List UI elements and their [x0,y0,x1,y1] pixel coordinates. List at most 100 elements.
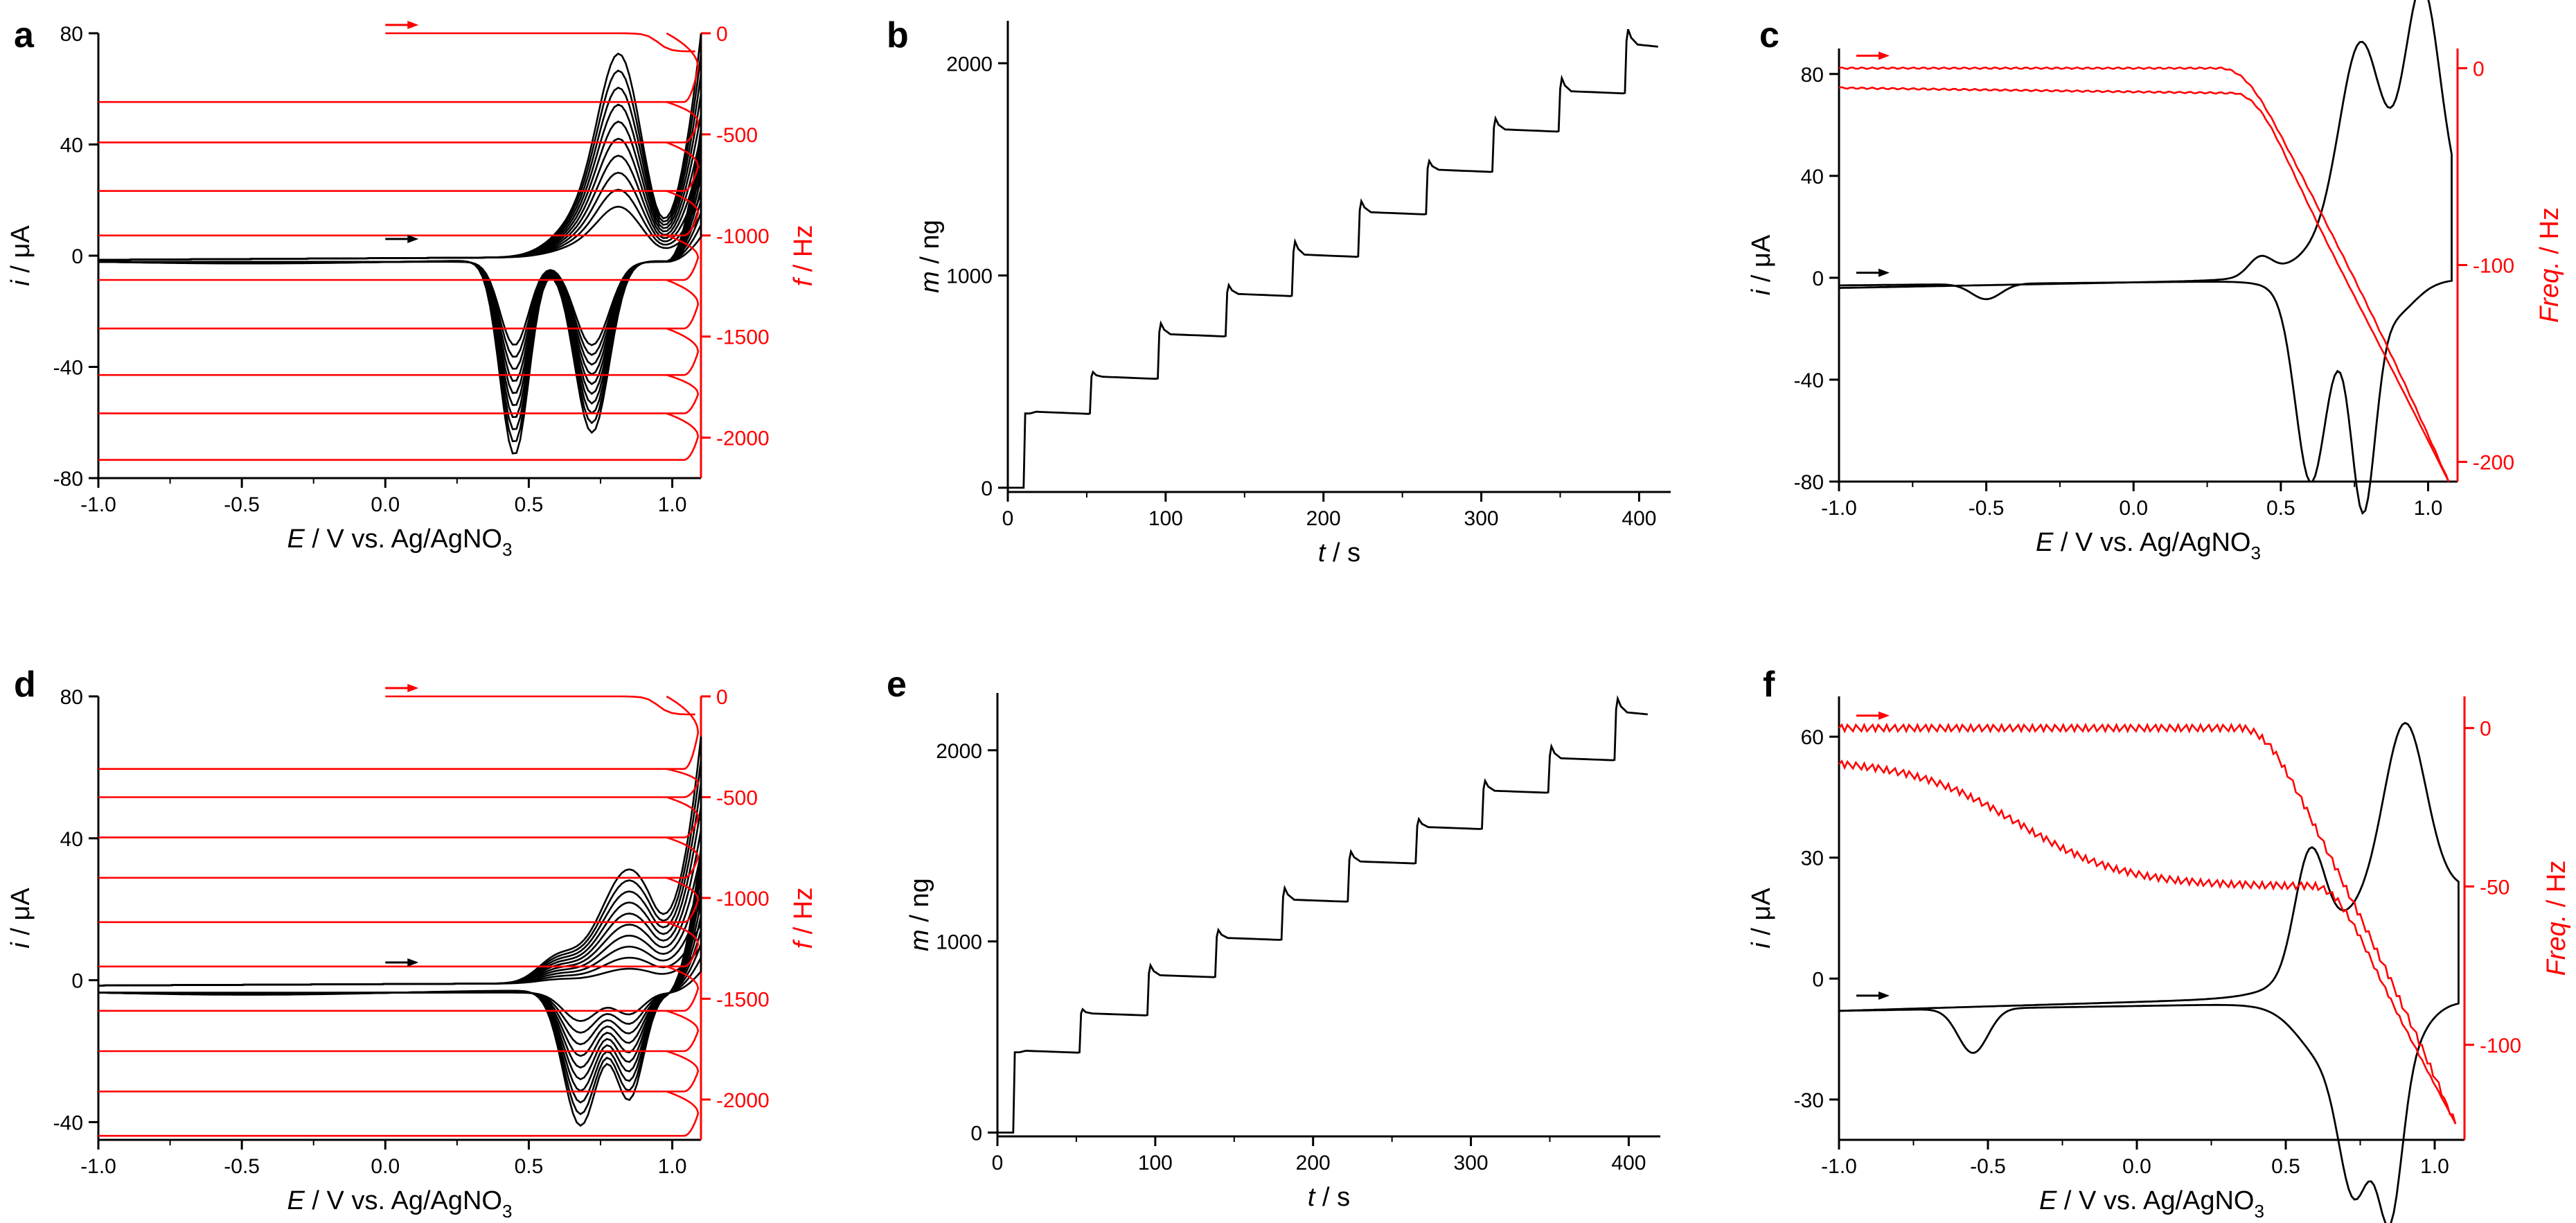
a-y2-tick-label: -1000 [716,225,770,248]
c-y-tick-label: 80 [1801,64,1824,87]
a-freq-trace [98,141,700,192]
a-freq-trace [98,190,700,237]
d-x-tick-label: 1.0 [658,1155,687,1178]
d-cv-cycle [97,806,702,1092]
a-freq-trace [98,412,700,461]
d-cv-cycle [97,759,702,1116]
a-y-tick-label: 40 [60,134,83,157]
d-y-tick-label: -40 [53,1111,83,1134]
a-freq-trace [98,279,700,330]
c-x-tick-label: 0.0 [2119,497,2148,520]
a-freq-arrow-head [407,21,419,29]
c-y2-tick-label: 0 [2473,58,2485,80]
d-x-tick-label: -0.5 [224,1155,260,1178]
c-freq-forward [1838,66,2450,482]
d-freq-trace [98,695,700,770]
a-y-tick-label: -80 [53,468,83,491]
a-y2-axis-title: f / Hz [789,225,818,287]
d-freq-trace [98,1050,700,1093]
d-freq-trace [98,1090,700,1137]
c-y2-tick-label: -100 [2473,255,2514,278]
a-y2-tick-label: 0 [716,23,728,46]
panel-f: -1.0 -0.5 0.0 0.5 1.0 -30 0 30 60 E / V vs. Ag/Ag… [1747,665,2571,1223]
b-y-tick-label: 1000 [946,265,993,288]
f-y2-tick-label: -50 [2480,876,2510,899]
b-y-tick-label: 0 [981,477,993,500]
a-x-tick-label: 0.0 [371,493,400,516]
f-y-axis-title: i / μA [1747,888,1776,949]
f-y-tick-label: -30 [1794,1089,1824,1112]
e-y-tick-label: 1000 [936,931,982,954]
a-freq-trace [98,32,700,103]
panel-b: 0 100 200 300 400 0 1000 2000 t / s m / ng b [887,15,1671,567]
f-y-tick-label: 60 [1801,726,1824,749]
a-panel-letter: a [14,15,35,55]
c-y-axis-title: i / μA [1747,234,1776,295]
d-y2-tick-label: -2000 [716,1089,770,1112]
f-panel-letter: f [1763,665,1775,705]
b-x-tick-label: 0 [1002,507,1014,530]
c-freq-return [1838,86,2450,482]
c-y-tick-label: -40 [1794,369,1824,392]
c-y2-axis-title: Freq. / Hz [2535,207,2564,323]
a-x-tick-label: 1.0 [658,493,687,516]
b-x-axis-title: t / s [1318,538,1360,567]
e-y-axis-title: m / ng [905,878,934,951]
d-y2-tick-label: -500 [716,786,758,809]
f-x-tick-label: -1.0 [1821,1155,1857,1178]
f-x-tick-label: 0.0 [2122,1155,2151,1178]
d-cv-cycle [97,782,702,1104]
a-freq-trace [98,327,700,376]
panel-e: 0 100 200 300 400 0 1000 2000 t / s m / ng e [887,665,1660,1212]
a-y2-tick-label: -1500 [716,326,770,349]
a-freq-trace [98,100,700,143]
f-y2-tick-label: 0 [2480,718,2491,741]
e-x-tick-label: 0 [992,1152,1004,1174]
d-freq-trace [98,1010,700,1053]
f-y2-tick-label: -100 [2480,1035,2521,1057]
d-cv-cycle [97,852,702,1069]
a-cv-cycle [97,33,702,455]
d-cv-cycle [97,922,702,1034]
d-cv-cycle [97,736,702,1127]
a-x-axis-title: E / V vs. Ag/AgNO3 [287,525,513,560]
e-y-tick-label: 2000 [936,740,982,763]
e-x-tick-label: 400 [1611,1152,1646,1174]
b-y-axis-title: m / ng [916,220,945,293]
a-freq-trace [98,234,700,281]
c-freq-arrow-head [1878,51,1890,60]
d-freq-trace [98,965,700,1012]
c-x-tick-label: 1.0 [2414,497,2443,520]
d-x-tick-label: -1.0 [80,1155,116,1178]
e-y-tick-label: 0 [970,1122,982,1145]
f-x-tick-label: 1.0 [2420,1155,2449,1178]
f-x-axis-title: E / V vs. Ag/AgNO3 [2039,1186,2264,1222]
d-panel-letter: d [14,665,36,705]
f-y-tick-label: 30 [1801,847,1824,870]
e-x-tick-label: 200 [1296,1152,1331,1174]
b-panel-letter: b [887,15,909,55]
d-cv-arrow-head [407,958,419,967]
e-x-axis-title: t / s [1308,1183,1350,1212]
d-y2-tick-label: -1500 [716,988,770,1011]
c-y2-tick-label: -200 [2473,452,2514,475]
a-x-tick-label: -0.5 [224,493,260,516]
d-y-axis-title: i / μA [6,888,35,949]
e-x-tick-label: 300 [1454,1152,1489,1174]
panel-d: -1.0 -0.5 0.0 0.5 1.0 -40 0 40 80 E / V vs. Ag/Ag… [6,665,818,1222]
c-x-tick-label: -1.0 [1821,497,1857,520]
d-freq-trace [98,768,700,798]
a-y-tick-label: -40 [53,357,83,380]
d-freq-arrow-head [407,684,419,692]
d-y2-tick-label: -1000 [716,888,770,910]
c-panel-letter: c [1759,15,1779,55]
c-cv-arrow-head [1878,268,1890,277]
f-freq-forward [1838,722,2457,1125]
d-y-tick-label: 80 [60,686,83,709]
a-x-tick-label: 0.5 [515,493,544,516]
f-freq-arrow-head [1878,711,1890,720]
c-y-tick-label: 0 [1812,267,1824,290]
d-freq-start [385,695,695,716]
a-y-tick-label: 80 [60,23,83,46]
